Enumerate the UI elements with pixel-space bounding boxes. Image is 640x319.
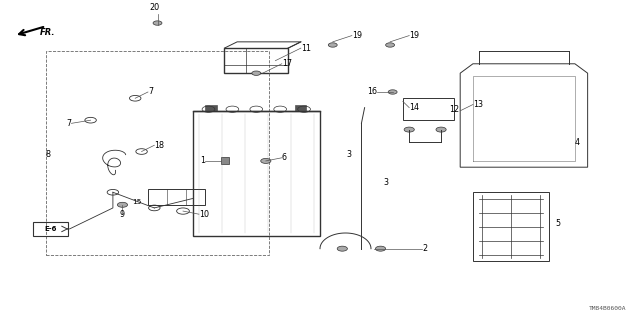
Text: 14: 14: [409, 103, 419, 112]
Bar: [403, 98, 454, 120]
Circle shape: [386, 43, 394, 47]
Bar: [33, 222, 68, 236]
Text: 18: 18: [154, 141, 164, 150]
Text: 16: 16: [367, 87, 378, 96]
Text: 15: 15: [132, 199, 141, 205]
Bar: [294, 105, 306, 111]
Text: 6: 6: [282, 153, 287, 162]
Text: 7: 7: [67, 119, 72, 128]
Bar: [205, 105, 217, 111]
Circle shape: [153, 21, 162, 25]
Text: 10: 10: [199, 210, 209, 219]
Text: 19: 19: [352, 31, 362, 40]
Circle shape: [436, 127, 446, 132]
Circle shape: [404, 127, 414, 132]
Text: 3: 3: [347, 150, 352, 159]
Bar: [473, 192, 549, 261]
Text: 11: 11: [301, 44, 311, 53]
Text: FR.: FR.: [40, 28, 55, 37]
Text: 9: 9: [120, 210, 125, 219]
Text: 8: 8: [46, 150, 51, 159]
Text: 13: 13: [473, 100, 483, 109]
Text: 20: 20: [149, 3, 159, 12]
Text: 2: 2: [422, 244, 427, 253]
Text: 3: 3: [384, 178, 388, 187]
Circle shape: [376, 246, 386, 251]
Text: 12: 12: [449, 105, 459, 114]
Text: E-6: E-6: [44, 226, 57, 232]
Circle shape: [117, 202, 127, 207]
Text: TM84B0600A: TM84B0600A: [588, 306, 626, 311]
Text: 1: 1: [200, 156, 205, 166]
Circle shape: [252, 71, 260, 75]
Text: 4: 4: [575, 137, 580, 147]
Text: 17: 17: [282, 59, 292, 68]
Circle shape: [260, 159, 271, 163]
Circle shape: [337, 246, 348, 251]
Text: 19: 19: [409, 31, 419, 40]
Bar: [225, 48, 288, 73]
Bar: [221, 157, 229, 164]
Bar: [46, 51, 269, 255]
Text: 7: 7: [148, 87, 153, 96]
Bar: [148, 189, 205, 205]
Circle shape: [328, 43, 337, 47]
Circle shape: [388, 90, 397, 94]
Text: 5: 5: [556, 219, 561, 228]
